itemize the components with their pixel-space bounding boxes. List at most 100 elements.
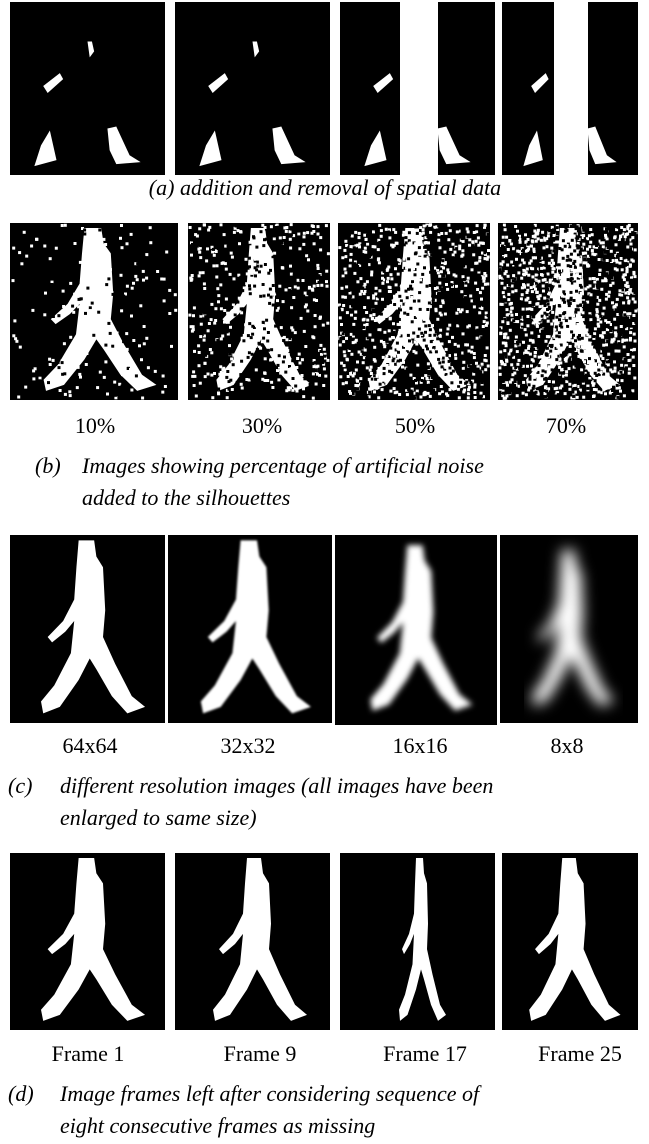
noise-dot: [595, 314, 598, 317]
noise-dot: [523, 377, 526, 380]
noise-dot: [437, 239, 440, 242]
noise-dot: [282, 339, 285, 342]
noise-dot: [517, 262, 520, 265]
noise-dot: [364, 349, 367, 352]
noise-dot: [405, 290, 408, 293]
noise-dot: [549, 350, 552, 353]
noise-dot: [480, 224, 483, 227]
noise-dot: [588, 335, 591, 338]
noise-dot: [413, 310, 416, 313]
noise-dot: [99, 371, 102, 374]
noise-dot: [69, 282, 72, 285]
noise-dot: [417, 257, 420, 260]
noise-dot: [98, 229, 101, 232]
noise-dot: [487, 386, 490, 389]
noise-dot: [521, 370, 524, 373]
noise-dot: [588, 271, 591, 274]
noise-dot: [510, 242, 513, 245]
noise-dot: [354, 311, 357, 314]
noise-dot: [307, 292, 310, 295]
noise-dot: [197, 335, 200, 338]
noise-dot: [64, 224, 67, 227]
noise-dot: [441, 243, 444, 246]
noise-dot: [534, 355, 537, 358]
noise-dot: [239, 373, 242, 376]
noise-dot: [276, 369, 279, 372]
noise-dot: [375, 287, 378, 290]
noise-dot: [245, 282, 248, 285]
noise-dot: [327, 252, 330, 255]
noise-dot: [601, 279, 604, 282]
noise-dot: [134, 275, 137, 278]
noise-dot: [281, 267, 284, 270]
noise-dot: [626, 296, 629, 299]
noise-dot: [507, 293, 510, 296]
noise-dot: [111, 345, 114, 348]
noise-dot: [104, 260, 107, 263]
caption-line: Images showing percentage of artificial …: [81, 453, 484, 478]
noise-dot: [613, 370, 616, 373]
noise-dot: [420, 257, 423, 260]
noise-dot: [558, 270, 561, 273]
noise-dot: [277, 364, 280, 367]
noise-dot: [458, 317, 461, 320]
noise-dot: [501, 256, 504, 259]
noise-dot: [405, 236, 408, 239]
noise-dot: [126, 242, 129, 245]
noise-dot: [223, 326, 226, 329]
noise-dot: [620, 297, 623, 300]
noise-dot: [248, 288, 251, 291]
noise-dot: [243, 347, 246, 350]
noise-dot: [634, 321, 637, 324]
noise-dot: [544, 264, 547, 267]
noise-dot: [302, 279, 305, 282]
noise-dot: [625, 322, 628, 325]
noise-dot: [484, 283, 487, 286]
noise-dot: [431, 280, 434, 283]
noise-dot: [554, 252, 557, 255]
noise-dot: [354, 341, 357, 344]
noise-dot: [430, 250, 433, 253]
noise-dot: [518, 367, 521, 370]
noise-dot: [482, 325, 485, 328]
noise-dot: [435, 313, 438, 316]
noise-dot: [414, 287, 417, 290]
noise-dot: [221, 335, 224, 338]
noise-dot: [531, 296, 534, 299]
noise-dot: [521, 259, 524, 262]
noise-dot: [580, 349, 583, 352]
noise-dot: [561, 248, 564, 251]
noise-dot: [27, 272, 30, 275]
noise-dot: [477, 343, 480, 346]
noise-dot: [462, 265, 465, 268]
noise-dot: [264, 271, 267, 274]
noise-dot: [198, 274, 201, 277]
noise-dot: [350, 245, 353, 248]
noise-dot: [552, 267, 555, 270]
noise-dot: [363, 269, 366, 272]
noise-dot: [47, 381, 50, 384]
noise-dot: [415, 251, 418, 254]
noise-dot: [558, 304, 561, 307]
noise-dot: [576, 237, 579, 240]
noise-dot: [34, 367, 37, 370]
noise-dot: [448, 340, 451, 343]
noise-dot: [397, 229, 400, 232]
noise-dot: [193, 306, 196, 309]
noise-dot: [245, 382, 248, 385]
noise-dot: [277, 378, 280, 381]
noise-dot: [79, 289, 82, 292]
noise-dot: [438, 282, 441, 285]
noise-dot: [106, 230, 109, 233]
noise-dot: [565, 319, 568, 322]
noise-dot: [361, 244, 364, 247]
noise-dot: [607, 324, 610, 327]
noise-dot: [478, 304, 481, 307]
noise-dot: [487, 365, 490, 368]
noise-dot: [417, 267, 420, 270]
noise-dot: [446, 333, 449, 336]
noise-dot: [226, 396, 229, 399]
noise-dot: [440, 320, 443, 323]
noise-dot: [579, 264, 582, 267]
noise-dot: [586, 248, 589, 251]
